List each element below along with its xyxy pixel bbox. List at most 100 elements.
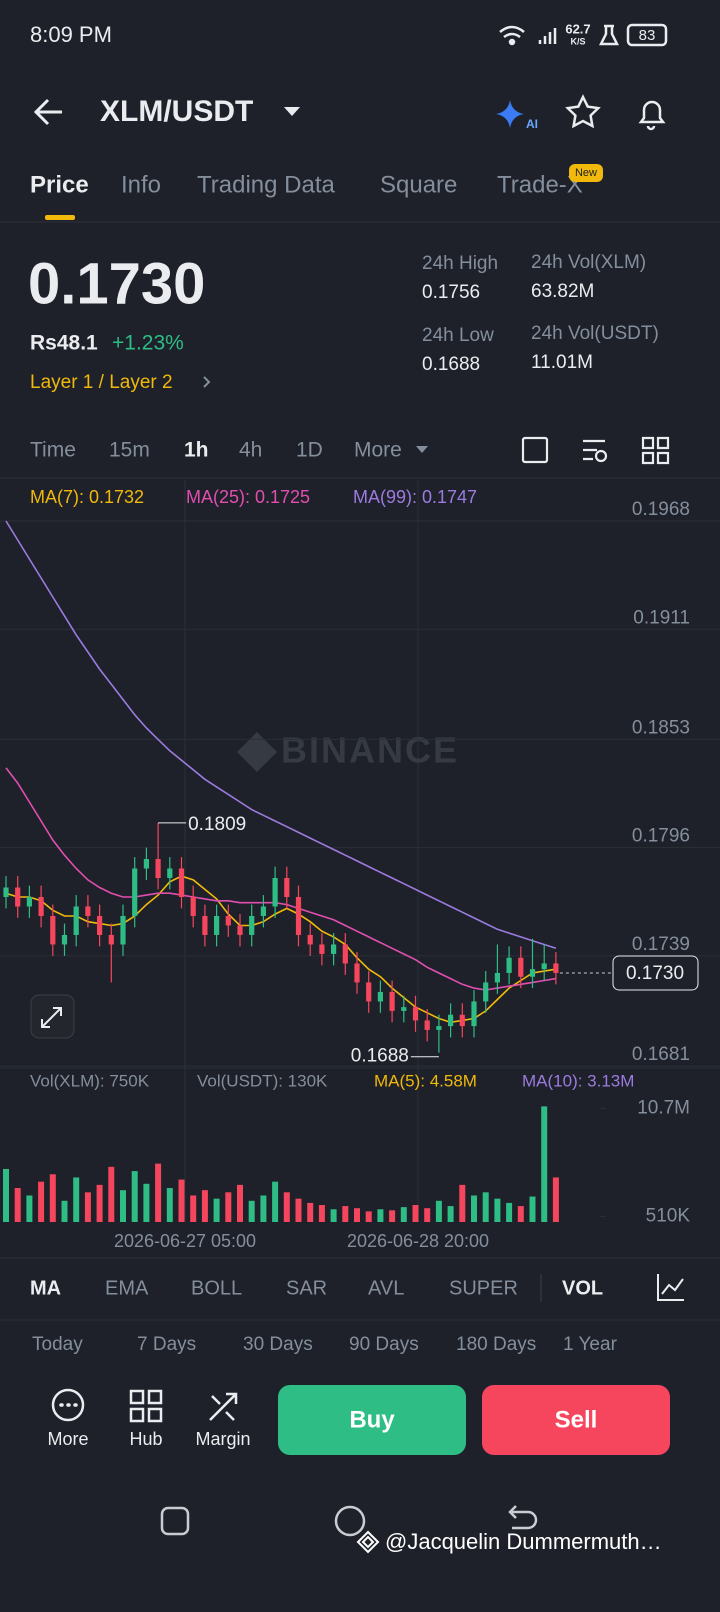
high-marker-label: 0.1809: [188, 814, 246, 835]
wifi-icon: [499, 25, 525, 39]
candle-body: [97, 915, 103, 935]
buy-button[interactable]: [278, 1385, 466, 1455]
volume-tick-label: 510K: [646, 1206, 691, 1227]
indicator-tab[interactable]: BOLL: [191, 1277, 242, 1299]
candle-body: [155, 859, 161, 879]
tab[interactable]: Square: [380, 171, 457, 198]
chevron: [203, 376, 211, 388]
interval[interactable]: 1h: [184, 439, 209, 462]
legend-entry: MA(7): 0.1732: [30, 487, 144, 507]
sector-tag[interactable]: Layer 1 / Layer 2: [30, 372, 173, 393]
sell-label[interactable]: Sell: [555, 1406, 598, 1433]
ai-icon[interactable]: [496, 100, 524, 128]
kline-chart: 2026-06-27 05:00 2026-06-28 20:00 BINANCE 0…: [0, 480, 720, 1251]
candle-body: [225, 915, 231, 926]
candle-body: [237, 925, 243, 935]
signal-icon: [538, 28, 557, 44]
new-badge: [569, 164, 603, 182]
margin-icon[interactable]: [209, 1392, 238, 1421]
tool-labels: More Hub Margin: [47, 1429, 250, 1449]
volume-bar: [424, 1208, 431, 1222]
hub-icon[interactable]: [129, 1389, 163, 1423]
buy-label[interactable]: Buy: [349, 1406, 395, 1433]
alert-button[interactable]: [638, 100, 666, 131]
tool-icon[interactable]: [583, 439, 605, 461]
nav-back[interactable]: [508, 1505, 538, 1530]
candle-body: [412, 1007, 419, 1021]
volume-bar: [131, 1171, 138, 1222]
nav-recents[interactable]: [160, 1506, 190, 1536]
candle-body: [518, 957, 524, 977]
more-icon[interactable]: [51, 1388, 85, 1422]
tool-icon[interactable]: [594, 449, 608, 463]
indicator-tab[interactable]: AVL: [368, 1277, 404, 1299]
volume-legend: MA(10): 3.13M: [522, 1071, 634, 1090]
favorite-button[interactable]: [565, 94, 601, 129]
volume-bar: [494, 1198, 501, 1222]
volume-bar: [517, 1206, 524, 1222]
candle-body: [366, 982, 372, 1002]
y-tick-label: 0.1911: [633, 607, 690, 628]
performance-period: 1 Year: [563, 1334, 618, 1355]
candle-body: [448, 1014, 454, 1027]
candle-body: [295, 896, 302, 935]
sell-button[interactable]: [482, 1385, 670, 1455]
volume-bar: [529, 1196, 536, 1222]
interval[interactable]: 1D: [296, 439, 323, 462]
indicator-tab[interactable]: VOL: [562, 1277, 603, 1299]
candle-body: [541, 963, 547, 970]
volume-bar: [552, 1177, 559, 1222]
volume-bar: [342, 1206, 349, 1222]
volume-bar: [459, 1184, 466, 1222]
interval[interactable]: Time: [30, 439, 76, 462]
indicator-settings[interactable]: [657, 1274, 684, 1301]
volume-legend: Vol(XLM): 750K: [30, 1071, 150, 1090]
more-dropdown[interactable]: [416, 446, 428, 453]
tool-icon[interactable]: [641, 436, 670, 465]
indicator-tab[interactable]: SUPER: [449, 1277, 518, 1299]
nav-home[interactable]: [334, 1505, 366, 1537]
volume-legend: Vol(USDT): 130K: [197, 1071, 328, 1090]
volume-legend: MA(5): 4.58M: [374, 1071, 477, 1090]
tab[interactable]: Trading Data: [197, 171, 336, 198]
candle-body: [272, 878, 278, 907]
indicator-tab[interactable]: EMA: [105, 1277, 149, 1299]
pair-dropdown[interactable]: [284, 107, 300, 116]
candle-body: [471, 1001, 477, 1027]
volume-bar: [190, 1195, 197, 1222]
volume-bar: [447, 1206, 454, 1222]
candle-body: [73, 906, 79, 935]
tool-icon[interactable]: [521, 436, 549, 464]
tool-label[interactable]: Hub: [129, 1429, 162, 1449]
volume-bar: [506, 1202, 513, 1222]
volume-bar: [96, 1184, 103, 1222]
watermark: BINANCE: [281, 730, 459, 771]
tab[interactable]: Info: [121, 171, 161, 198]
volume-bar: [295, 1198, 302, 1222]
candle-body: [3, 887, 9, 897]
tab[interactable]: Trade-X: [497, 171, 583, 198]
volume-bar: [471, 1195, 477, 1222]
ai-badge: AI: [526, 117, 538, 131]
candle-body: [483, 982, 489, 1002]
ma-line: [5, 520, 557, 950]
back-button[interactable]: [33, 98, 62, 126]
interval[interactable]: More: [354, 439, 402, 462]
watermark-logo: [237, 732, 277, 772]
indicator-tab[interactable]: MA: [30, 1277, 61, 1299]
tool-label[interactable]: More: [47, 1429, 88, 1449]
interval[interactable]: 15m: [109, 439, 150, 462]
tab[interactable]: Price: [30, 171, 89, 198]
tool-label[interactable]: Margin: [195, 1429, 250, 1449]
net-speed-unit: K/S: [570, 36, 585, 46]
interval-bar: Time 15m 1h 4h 1D More: [30, 439, 402, 462]
tool-icons: [51, 1388, 238, 1423]
performance-period: 180 Days: [456, 1334, 536, 1355]
indicator-tab[interactable]: SAR: [286, 1277, 327, 1299]
pair-title[interactable]: XLM/USDT: [100, 95, 253, 128]
interval[interactable]: 4h: [239, 439, 262, 462]
volume-bar: [365, 1211, 372, 1222]
